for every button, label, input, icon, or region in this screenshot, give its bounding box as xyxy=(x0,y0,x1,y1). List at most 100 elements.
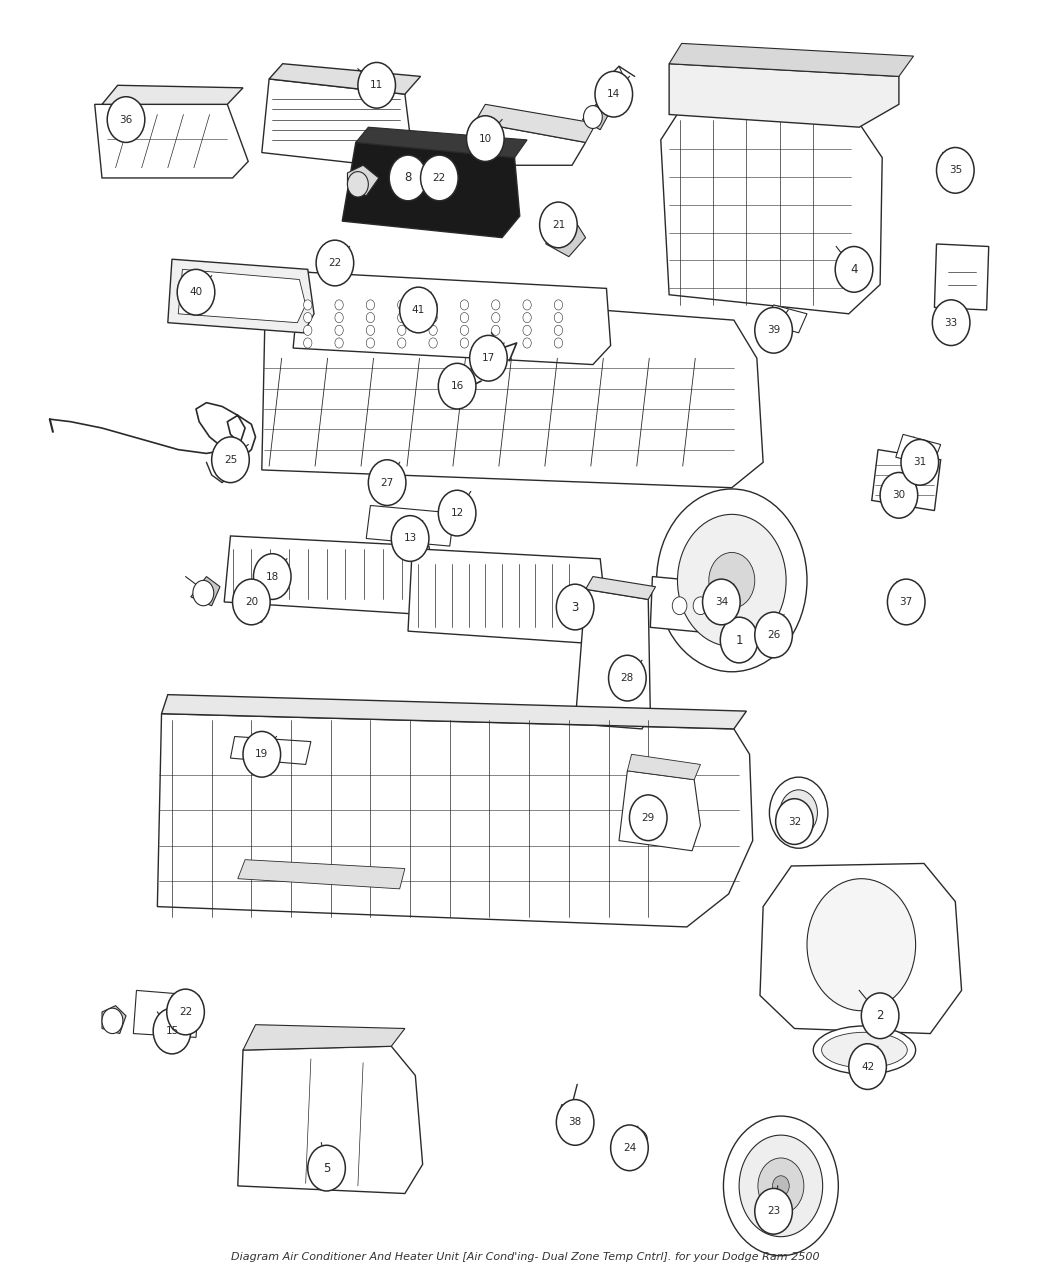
Polygon shape xyxy=(261,79,413,168)
Circle shape xyxy=(755,612,793,658)
Circle shape xyxy=(469,335,507,381)
Polygon shape xyxy=(342,143,520,237)
Circle shape xyxy=(584,106,603,129)
Circle shape xyxy=(523,312,531,323)
Circle shape xyxy=(807,878,916,1011)
Text: 4: 4 xyxy=(850,263,858,275)
Text: 29: 29 xyxy=(642,812,655,822)
Text: 25: 25 xyxy=(224,455,237,465)
Polygon shape xyxy=(586,576,655,599)
Circle shape xyxy=(554,325,563,335)
Text: 24: 24 xyxy=(623,1142,636,1153)
Polygon shape xyxy=(102,1006,126,1034)
Circle shape xyxy=(107,97,145,143)
Circle shape xyxy=(348,172,369,198)
Circle shape xyxy=(709,552,755,608)
Polygon shape xyxy=(892,581,914,602)
Circle shape xyxy=(460,300,468,310)
Circle shape xyxy=(702,579,740,625)
Polygon shape xyxy=(934,244,989,310)
Circle shape xyxy=(540,201,578,247)
Polygon shape xyxy=(158,714,753,927)
Text: 13: 13 xyxy=(403,533,417,543)
Text: 42: 42 xyxy=(861,1062,875,1071)
Circle shape xyxy=(491,312,500,323)
Text: 22: 22 xyxy=(433,173,446,182)
Circle shape xyxy=(421,156,458,200)
Text: 18: 18 xyxy=(266,571,279,581)
Polygon shape xyxy=(575,589,650,729)
Circle shape xyxy=(523,300,531,310)
Circle shape xyxy=(466,116,504,162)
Text: 31: 31 xyxy=(914,458,926,468)
Circle shape xyxy=(398,338,406,348)
Circle shape xyxy=(460,312,468,323)
Circle shape xyxy=(491,300,500,310)
Circle shape xyxy=(177,269,215,315)
Text: 41: 41 xyxy=(412,305,425,315)
Text: Diagram Air Conditioner And Heater Unit [Air Cond'ing- Dual Zone Temp Cntrl]. fo: Diagram Air Conditioner And Heater Unit … xyxy=(231,1252,819,1262)
Circle shape xyxy=(776,798,814,844)
Polygon shape xyxy=(896,435,941,467)
Polygon shape xyxy=(269,64,421,94)
Circle shape xyxy=(491,338,500,348)
Circle shape xyxy=(438,363,476,409)
Circle shape xyxy=(303,312,312,323)
Circle shape xyxy=(835,246,873,292)
Circle shape xyxy=(932,300,970,346)
Text: 3: 3 xyxy=(571,601,579,613)
Polygon shape xyxy=(760,863,962,1034)
Circle shape xyxy=(369,460,406,505)
Circle shape xyxy=(303,325,312,335)
Circle shape xyxy=(556,584,594,630)
Text: 20: 20 xyxy=(245,597,258,607)
Polygon shape xyxy=(366,505,454,546)
Circle shape xyxy=(102,1009,123,1034)
Circle shape xyxy=(556,1099,594,1145)
Polygon shape xyxy=(162,695,747,729)
Text: 27: 27 xyxy=(380,478,394,487)
Polygon shape xyxy=(243,1025,405,1051)
Text: 30: 30 xyxy=(892,491,905,500)
Ellipse shape xyxy=(814,1026,916,1075)
Text: 22: 22 xyxy=(178,1007,192,1017)
Circle shape xyxy=(358,62,396,108)
Circle shape xyxy=(611,1125,648,1170)
Circle shape xyxy=(693,597,708,615)
Polygon shape xyxy=(240,589,266,622)
Circle shape xyxy=(335,325,343,335)
Polygon shape xyxy=(94,105,248,179)
Polygon shape xyxy=(261,266,763,488)
Text: 22: 22 xyxy=(329,258,341,268)
Text: 38: 38 xyxy=(568,1117,582,1127)
Polygon shape xyxy=(620,771,700,850)
Polygon shape xyxy=(133,991,200,1038)
Circle shape xyxy=(554,300,563,310)
Polygon shape xyxy=(168,259,314,333)
Polygon shape xyxy=(650,576,734,635)
Circle shape xyxy=(303,300,312,310)
Text: 26: 26 xyxy=(766,630,780,640)
Circle shape xyxy=(153,1009,191,1054)
Polygon shape xyxy=(660,111,882,314)
Polygon shape xyxy=(178,269,306,323)
Circle shape xyxy=(398,325,406,335)
Text: 28: 28 xyxy=(621,673,634,683)
Text: 34: 34 xyxy=(715,597,728,607)
Circle shape xyxy=(773,1176,790,1196)
Circle shape xyxy=(770,778,827,848)
Circle shape xyxy=(723,1116,838,1256)
Circle shape xyxy=(428,338,437,348)
Ellipse shape xyxy=(622,1131,642,1146)
Circle shape xyxy=(755,307,793,353)
Circle shape xyxy=(428,325,437,335)
Text: 1: 1 xyxy=(735,634,742,646)
Polygon shape xyxy=(237,1047,423,1193)
Circle shape xyxy=(739,1135,822,1237)
Text: 11: 11 xyxy=(370,80,383,91)
Polygon shape xyxy=(475,105,596,143)
Text: 19: 19 xyxy=(255,750,269,760)
Circle shape xyxy=(244,594,262,617)
Polygon shape xyxy=(225,536,436,615)
Text: 5: 5 xyxy=(322,1162,331,1174)
